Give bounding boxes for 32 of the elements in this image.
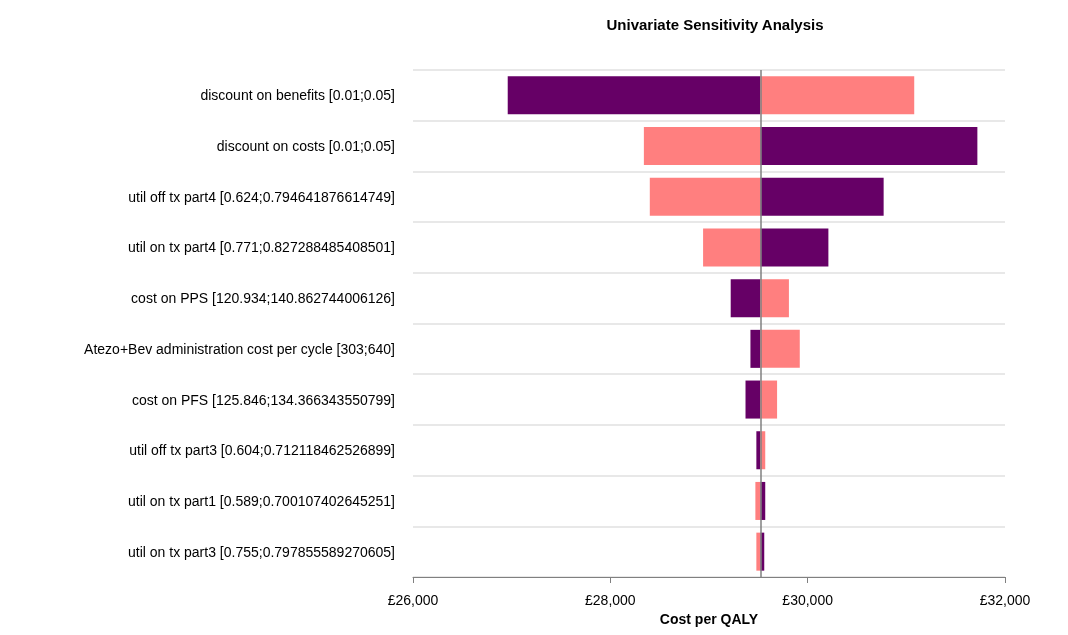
bar (703, 228, 761, 267)
bar (760, 329, 800, 368)
x-tick-label: £26,000 (387, 592, 439, 608)
y-tick-label: cost on PPS [120.934;140.862744006126] (131, 290, 395, 307)
bar (750, 329, 761, 368)
y-tick-label: util on tx part1 [0.589;0.700107402645251] (128, 492, 395, 509)
x-tick-label: £28,000 (585, 592, 636, 608)
y-tick-label: discount on costs [0.01;0.05] (216, 138, 395, 155)
bar (760, 177, 884, 216)
bar (649, 177, 761, 216)
y-tick-label: cost on PFS [125.846;134.366343550799] (131, 391, 395, 408)
y-tick-label: discount on benefits [0.01;0.05] (200, 87, 395, 104)
y-tick-label: util off tx part4 [0.624;0.794641876614749] (128, 188, 395, 205)
bar (760, 76, 915, 115)
bar (760, 279, 789, 318)
y-tick-label: util off tx part3 [0.604;0.712118462526899] (129, 442, 395, 459)
x-axis-title: Cost per QALY (659, 610, 759, 627)
bar (507, 76, 761, 115)
bar (756, 532, 761, 571)
bar (730, 279, 761, 318)
bar (760, 127, 978, 166)
x-tick-label: £32,000 (979, 592, 1031, 608)
x-tick-label: £30,000 (782, 592, 834, 608)
bar (643, 127, 761, 166)
bar (756, 431, 761, 470)
bar (745, 380, 761, 419)
bar (760, 228, 829, 267)
y-tick-label: util on tx part4 [0.771;0.827288485408501] (128, 239, 395, 256)
bar (755, 481, 761, 520)
chart-title: Univariate Sensitivity Analysis (606, 16, 824, 33)
y-tick-label: util on tx part3 [0.755;0.797855589270605] (128, 543, 395, 560)
y-tick-label: Atezo+Bev administration cost per cycle [303;640] (84, 340, 395, 357)
